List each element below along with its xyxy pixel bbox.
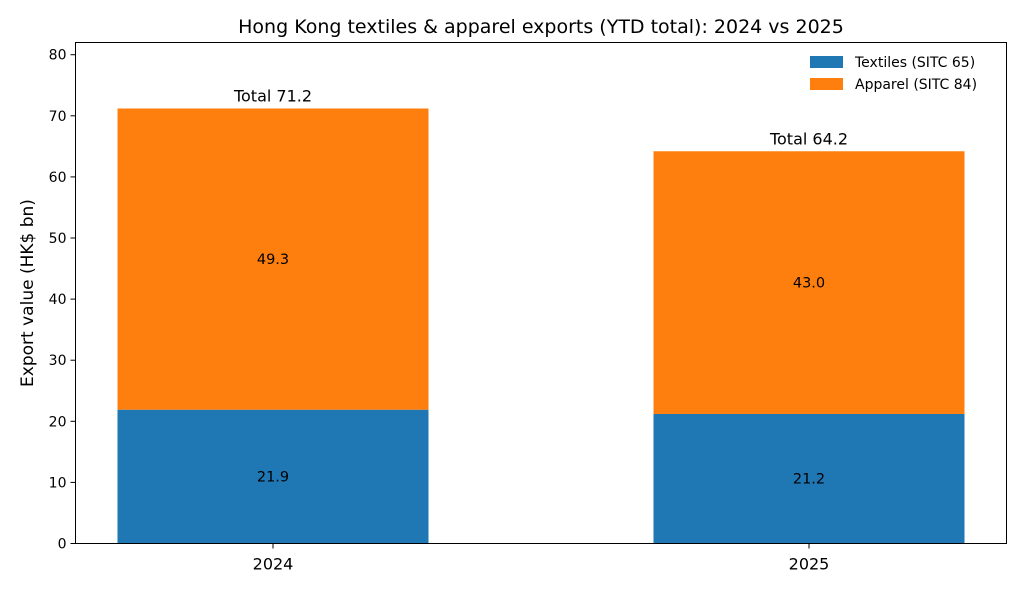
bar-value-label: 43.0 (793, 276, 825, 292)
total-label: Total 64.2 (769, 129, 848, 148)
x-axis: 2024 2025 (253, 543, 830, 574)
y-tick-label: 20 (49, 414, 67, 430)
bar-apparel-2025 (653, 151, 965, 414)
legend-label: Textiles (SITC 65) (854, 55, 975, 71)
y-tick-label: 70 (49, 109, 67, 125)
bar-apparel-2024 (117, 108, 429, 410)
y-tick-label: 0 (58, 537, 67, 553)
total-label: Total 71.2 (233, 86, 312, 105)
y-tick-label: 80 (49, 48, 67, 64)
y-tick-label: 30 (49, 353, 67, 369)
bar-value-label: 49.3 (257, 252, 289, 268)
y-tick-label: 40 (49, 292, 67, 308)
x-tick-label: 2025 (789, 555, 830, 574)
y-tick-label: 50 (49, 231, 67, 247)
y-tick-label: 10 (49, 475, 67, 491)
y-axis: 0 10 20 30 40 50 60 70 80 (49, 48, 76, 553)
chart-title: Hong Kong textiles & apparel exports (YT… (238, 16, 844, 38)
legend: Textiles (SITC 65) Apparel (SITC 84) (810, 55, 977, 93)
bar-value-label: 21.9 (257, 470, 289, 486)
bar-labels-layer: 21.9 49.3 Total 71.2 21.2 43.0 Total 64.2 (233, 86, 848, 487)
bar-value-label: 21.2 (793, 472, 825, 488)
legend-swatch (810, 56, 843, 68)
x-tick-label: 2024 (253, 555, 294, 574)
bar-textiles-2025 (653, 413, 965, 544)
bar-textiles-2024 (117, 409, 429, 544)
y-tick-label: 60 (49, 170, 67, 186)
bars-layer (117, 108, 965, 544)
y-axis-label: Export value (HK$ bn) (18, 199, 38, 387)
plot-frame (75, 42, 1007, 544)
legend-label: Apparel (SITC 84) (855, 77, 977, 93)
legend-swatch (810, 78, 843, 90)
